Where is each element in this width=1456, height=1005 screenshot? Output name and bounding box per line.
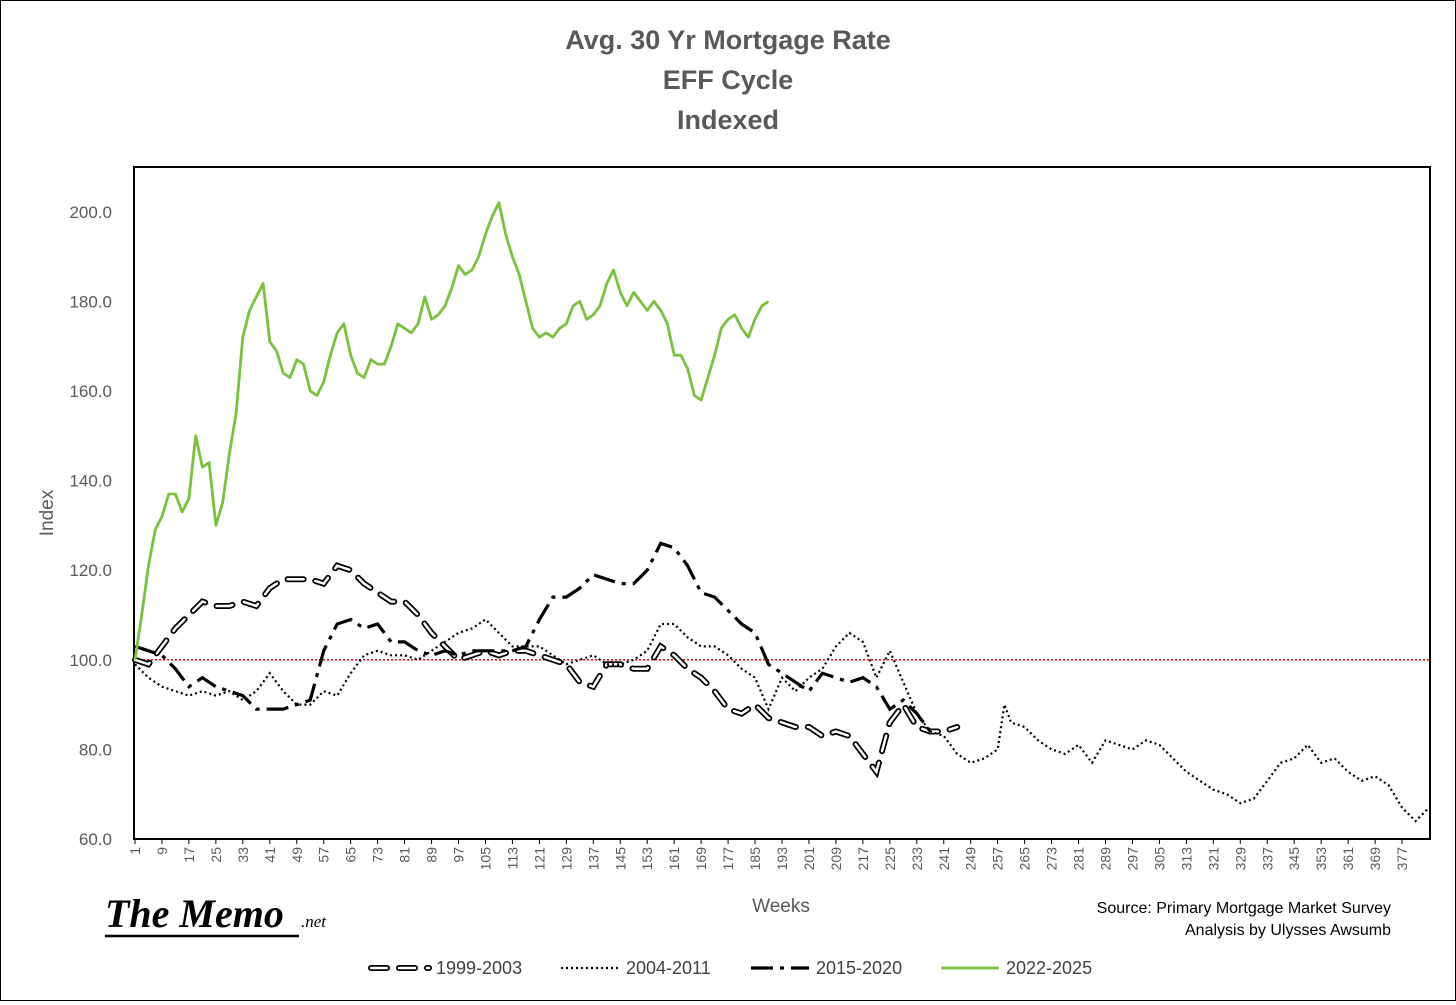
x-tick-label: 305: [1151, 847, 1167, 871]
x-tick-label: 161: [666, 847, 682, 871]
x-tick-label: 297: [1124, 847, 1140, 871]
x-tick-label: 1: [127, 847, 143, 855]
x-tick-label: 65: [343, 847, 359, 863]
x-tick-label: 153: [639, 847, 655, 871]
series-2022-2025: [133, 201, 770, 661]
x-tick-label: 201: [801, 847, 817, 871]
plot-area: [133, 166, 1431, 840]
x-tick-label: 265: [1017, 847, 1033, 871]
x-tick-label: 9: [154, 847, 170, 855]
series-line-2004-2011: [134, 618, 1430, 823]
y-tick-label: 160.0: [69, 382, 112, 401]
series-line-1999-2003-inner: [133, 564, 959, 775]
y-tick-label: 60.0: [79, 830, 112, 849]
x-tick-label: 97: [451, 847, 467, 863]
chart-title-line-1: Avg. 30 Yr Mortgage Rate: [565, 25, 891, 55]
x-tick-label: 361: [1340, 847, 1356, 871]
y-tick-label: 200.0: [69, 203, 112, 222]
x-tick-label: 313: [1178, 847, 1194, 871]
x-tick-label: 169: [693, 847, 709, 871]
x-tick-label: 281: [1071, 847, 1087, 871]
x-tick-label: 193: [774, 847, 790, 871]
x-tick-label: 257: [990, 847, 1006, 871]
x-tick-label: 105: [477, 847, 493, 871]
x-tick-label: 49: [289, 847, 305, 863]
x-tick-label: 57: [316, 847, 332, 863]
x-tick-label: 145: [612, 847, 628, 871]
y-axis-ticks: 60.0 80.0 100.0 120.0 140.0 160.0 180.0 200.0: [69, 203, 112, 849]
x-tick-label: 225: [882, 847, 898, 871]
x-tick-label: 137: [585, 847, 601, 871]
x-tick-label: 345: [1286, 847, 1302, 871]
x-tick-label: 353: [1313, 847, 1329, 871]
x-tick-label: 273: [1044, 847, 1060, 871]
x-tick-label: 121: [531, 847, 547, 871]
y-axis-label: Index: [37, 489, 58, 536]
x-tick-label: 369: [1367, 847, 1383, 871]
the-memo-logo: The Memo .net: [105, 891, 327, 938]
x-tick-label: 217: [855, 847, 871, 871]
x-tick-label: 241: [936, 847, 952, 871]
x-tick-label: 113: [504, 847, 520, 870]
series-2004-2011: [134, 618, 1430, 823]
legend-label: 2015-2020: [816, 958, 902, 978]
x-tick-label: 249: [963, 847, 979, 871]
x-tick-label: 41: [262, 847, 278, 863]
x-tick-label: 73: [370, 847, 386, 863]
y-tick-label: 80.0: [79, 740, 112, 759]
legend-label: 1999-2003: [436, 958, 522, 978]
series-2015-2020: [134, 541, 932, 733]
x-axis-label: Weeks: [752, 896, 810, 917]
legend-item-2015-2020: 2015-2020: [751, 958, 902, 978]
logo-main-text: The Memo: [105, 891, 284, 936]
x-tick-label: 233: [909, 847, 925, 871]
x-tick-label: 33: [235, 847, 251, 863]
y-tick-label: 140.0: [69, 472, 112, 491]
x-axis-ticks: 1 9 17 25 33 41 49 57 65 73 81 89 97 105 113 121 129 137 1…: [127, 839, 1410, 870]
series-line-2015-2020: [134, 541, 932, 733]
series-1999-2003: [132, 562, 961, 779]
series-layer: [132, 201, 1430, 823]
x-tick-label: 337: [1259, 847, 1275, 871]
legend-label: 2004-2011: [626, 958, 711, 978]
source-line-2: Analysis by Ulysses Awsumb: [1185, 922, 1391, 939]
x-tick-label: 289: [1098, 847, 1114, 871]
legend-item-2004-2011: 2004-2011: [561, 958, 711, 978]
chart-title-line-2: EFF Cycle: [663, 65, 794, 95]
y-tick-label: 120.0: [69, 561, 112, 580]
x-tick-label: 377: [1394, 847, 1410, 871]
logo-suffix-text: .net: [301, 912, 327, 931]
legend-item-2022-2025: 2022-2025: [941, 958, 1092, 978]
y-tick-label: 100.0: [69, 651, 112, 670]
y-tick-label: 180.0: [69, 292, 112, 311]
x-tick-label: 129: [558, 847, 574, 871]
source-line-1: Source: Primary Mortgage Market Survey: [1097, 900, 1391, 917]
x-tick-label: 209: [828, 847, 844, 871]
legend: 1999-2003 2004-2011 2015-2020 2022-2025: [368, 958, 1092, 978]
series-line-2022-2025: [133, 201, 770, 661]
x-tick-label: 81: [397, 847, 413, 863]
x-tick-label: 177: [720, 847, 736, 871]
chart-title-line-3: Indexed: [677, 105, 779, 135]
legend-item-1999-2003: 1999-2003: [368, 958, 522, 978]
x-tick-label: 329: [1232, 847, 1248, 871]
x-tick-label: 89: [424, 847, 440, 863]
x-tick-label: 17: [181, 847, 197, 863]
x-tick-label: 25: [208, 847, 224, 863]
legend-label: 2022-2025: [1006, 958, 1092, 978]
series-line-1999-2003-outer: [132, 562, 961, 779]
x-tick-label: 185: [747, 847, 763, 871]
x-tick-label: 321: [1205, 847, 1221, 871]
